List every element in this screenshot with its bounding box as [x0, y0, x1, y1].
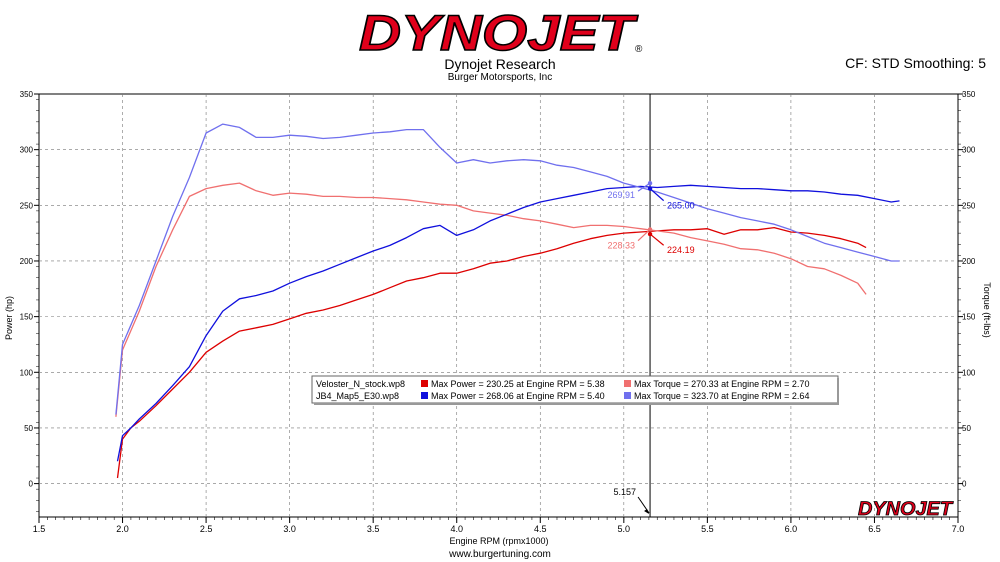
cursor-value-0: 269.91 — [608, 190, 636, 200]
y2-tick-label: 250 — [962, 201, 976, 210]
cursor-arrow-1 — [649, 188, 665, 202]
legend-swatch-jb4-torque — [624, 392, 631, 399]
legend-swatch-stock-torque — [624, 380, 631, 387]
series-line-1 — [115, 182, 867, 417]
grid-lines — [39, 94, 958, 517]
website-footer: www.burgertuning.com — [449, 549, 551, 560]
x-tick-label: 2.5 — [200, 524, 213, 534]
legend-jb4-power: Max Power = 268.06 at Engine RPM = 5.40 — [431, 391, 605, 401]
dynojet-logo: DYNOJET ® — [358, 4, 643, 56]
x-tick-label: 6.0 — [785, 524, 798, 534]
y-axis-ticks: 0 0 50 50 100 100 150 150 200 200 250 250 300 300 350 3… — [20, 90, 976, 512]
x-tick-label: 3.0 — [283, 524, 296, 534]
y2-tick-label: 150 — [962, 313, 976, 322]
cursor-value-labels: 269.91 265.00 228.33 224.19 — [608, 180, 695, 255]
correction-factor-label: CF: STD Smoothing: 5 — [845, 55, 986, 71]
chart-subtitle: Burger Motorsports, Inc — [447, 72, 553, 83]
legend-swatch-jb4-power — [421, 392, 428, 399]
y2-tick-label: 300 — [962, 146, 976, 155]
cursor-value-3: 224.19 — [667, 245, 695, 255]
y-tick-label: 50 — [24, 424, 33, 433]
y-tick-label: 250 — [20, 201, 34, 210]
plot-area — [38, 93, 959, 518]
dynojet-watermark: DYNOJET — [858, 499, 953, 520]
cursor-arrow-3 — [649, 233, 665, 246]
legend-stock-torque: Max Torque = 270.33 at Engine RPM = 2.70 — [634, 379, 809, 389]
x-tick-label: 4.0 — [450, 524, 463, 534]
x-tick-label: 5.0 — [618, 524, 631, 534]
cursor-arrowhead — [644, 509, 650, 514]
cursor-value-1: 265.00 — [667, 201, 695, 211]
y2-tick-label: 350 — [962, 90, 976, 99]
x-tick-label: 4.5 — [534, 524, 547, 534]
registered-mark: ® — [635, 44, 643, 55]
y2-tick-label: 50 — [962, 424, 971, 433]
cursor-marker-1 — [647, 186, 653, 191]
x-tick-label: 1.5 — [33, 524, 46, 534]
series-line-0 — [116, 226, 867, 479]
y2-tick-label: 100 — [962, 368, 976, 377]
cursor-arrow-0 — [637, 182, 651, 192]
cursor-value-2: 228.33 — [608, 240, 636, 250]
y-tick-label: 0 — [29, 480, 34, 489]
legend-file-stock: Veloster_N_stock.wp8 — [316, 379, 405, 389]
cursor-marker-2 — [647, 227, 653, 232]
y2-tick-label: 0 — [962, 480, 967, 489]
y2-tick-label: 200 — [962, 257, 976, 266]
x-tick-label: 6.5 — [868, 524, 881, 534]
legend-jb4-torque: Max Torque = 323.70 at Engine RPM = 2.64 — [634, 391, 809, 401]
y2-axis-label: Torque (ft-lbs) — [982, 282, 992, 338]
x-tick-label: 5.5 — [701, 524, 714, 534]
x-tick-label: 7.0 — [952, 524, 965, 534]
x-axis-ticks: 1.5 2.0 2.5 3.0 3.5 4.0 4.5 5.0 5.5 6.0 6.5 7.0 — [33, 517, 965, 534]
x-axis-label: Engine RPM (rpmx1000) — [449, 536, 548, 546]
series-line-2 — [116, 184, 900, 462]
series-lines — [115, 123, 900, 479]
cursor-marker-0 — [647, 180, 653, 186]
dynojet-logo-text: DYNOJET — [359, 5, 639, 56]
chart-title: Dynojet Research — [444, 56, 556, 72]
x-tick-label: 3.5 — [367, 524, 380, 534]
legend: Veloster_N_stock.wp8 Max Power = 230.25 … — [311, 375, 839, 405]
x-tick-label: 2.0 — [116, 524, 129, 534]
cursor-rpm-label: 5.157 — [614, 487, 637, 497]
legend-box — [311, 375, 839, 404]
cursor-arrow-2 — [637, 228, 651, 242]
legend-stock-power: Max Power = 230.25 at Engine RPM = 5.38 — [431, 379, 605, 389]
y-axis-label: Power (hp) — [4, 296, 14, 340]
legend-swatch-stock-power — [421, 380, 428, 387]
y-tick-label: 200 — [20, 257, 34, 266]
y-tick-label: 150 — [20, 313, 34, 322]
rpm-cursor[interactable]: 5.157 — [614, 94, 651, 517]
cursor-marker-3 — [647, 231, 653, 237]
y-tick-label: 100 — [20, 368, 34, 377]
y-tick-label: 350 — [20, 90, 34, 99]
legend-file-jb4: JB4_Map5_E30.wp8 — [316, 391, 399, 401]
series-line-3 — [115, 123, 900, 415]
y-tick-label: 300 — [20, 146, 34, 155]
